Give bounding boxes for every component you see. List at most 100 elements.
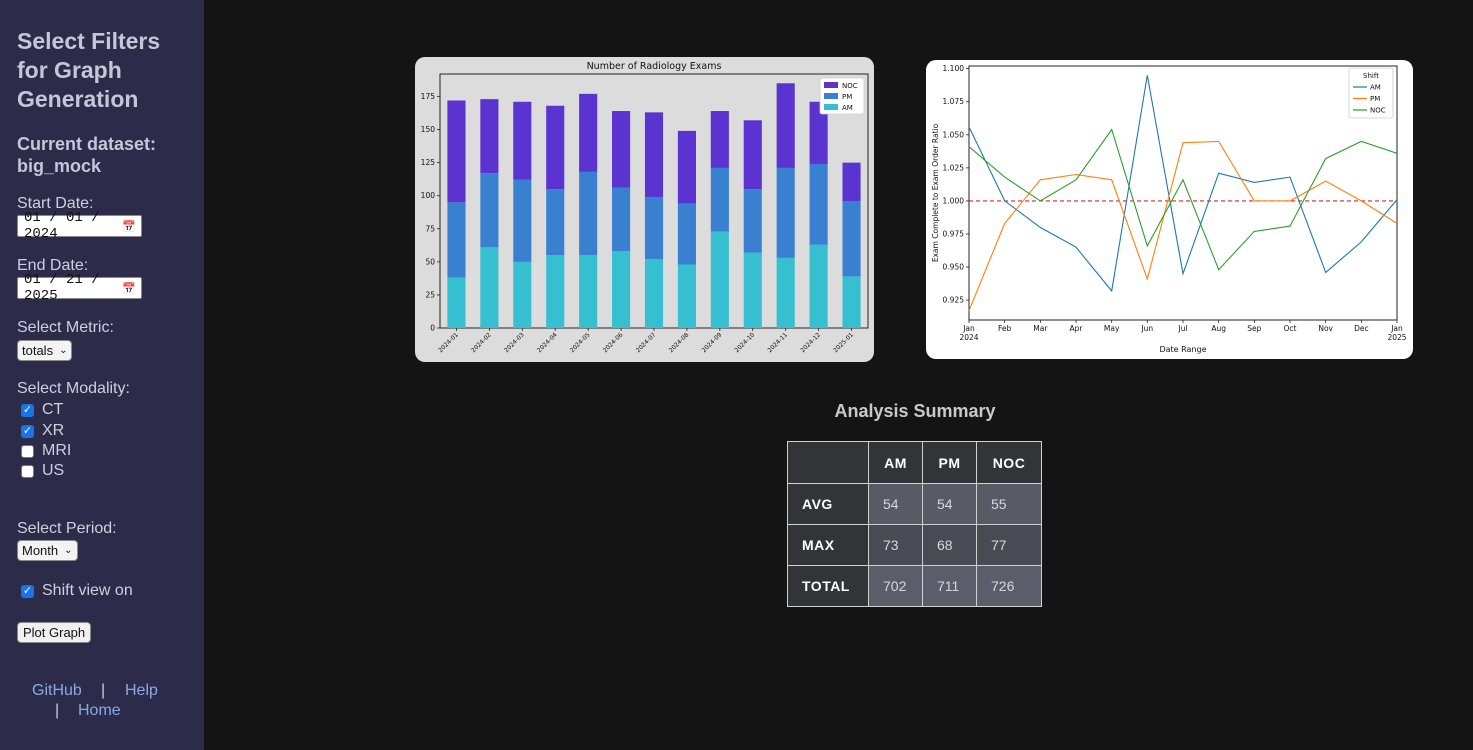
- bar-pm: [447, 202, 466, 278]
- bar-am: [612, 251, 631, 328]
- summary-corner-cell: [787, 441, 869, 484]
- y-tick-label: 100: [421, 191, 436, 200]
- bar-pm: [513, 179, 532, 262]
- period-label: Select Period:: [17, 520, 117, 537]
- table-row: TOTAL 702 711 726: [787, 565, 1042, 607]
- shift-view-checkbox[interactable]: ✓ Shift view on: [21, 582, 133, 600]
- start-date-value: 01 / 01 / 2024: [24, 210, 100, 242]
- link-separator: |: [55, 702, 60, 719]
- x-tick-sublabel: 2024: [959, 333, 978, 342]
- chart-legend: Shift AM PM NOC: [1348, 67, 1394, 119]
- chart-title: Number of Radiology Exams: [587, 61, 722, 72]
- legend-label: NOC: [842, 82, 858, 90]
- modality-label: Select Modality:: [17, 380, 130, 397]
- bar-chart-card: Number of Radiology Exams 0 25 50 75 100 125 15…: [415, 57, 874, 362]
- home-link[interactable]: Home: [78, 702, 121, 719]
- modality-ct-checkbox[interactable]: ✓ CT: [21, 401, 63, 419]
- bar-pm: [579, 171, 598, 256]
- legend-label: AM: [1370, 84, 1381, 92]
- legend-label: NOC: [1370, 107, 1386, 115]
- bar-am: [743, 252, 762, 328]
- link-separator: |: [101, 682, 106, 699]
- modality-mri-checkbox[interactable]: MRI: [21, 442, 71, 460]
- start-date-label: Start Date:: [17, 195, 94, 212]
- x-tick-label: Jul: [1177, 324, 1187, 333]
- x-tick-label: Nov: [1318, 324, 1333, 333]
- bar-am: [776, 257, 795, 328]
- table-cell: 54: [868, 483, 923, 525]
- bar-pm: [809, 163, 828, 245]
- x-axis-label: Date Range: [1159, 345, 1206, 354]
- table-cell: 55: [976, 483, 1042, 525]
- legend-title: Shift: [1363, 72, 1379, 80]
- x-tick-label: 2024-09: [701, 331, 724, 354]
- y-tick-label: 150: [421, 125, 436, 134]
- legend-label: PM: [842, 93, 852, 101]
- row-label: TOTAL: [787, 565, 869, 607]
- line-chart-card: 0.925 0.950 0.975 1.000 1.025 1.050 1.075 1.100…: [926, 60, 1413, 359]
- table-row: AVG 54 54 55: [787, 483, 1042, 525]
- bar-pm: [842, 201, 861, 277]
- bar-noc: [677, 130, 696, 204]
- metric-label: Select Metric:: [17, 319, 114, 336]
- checkbox-checked-icon[interactable]: ✓: [21, 424, 34, 438]
- calendar-icon[interactable]: 📅: [122, 281, 136, 295]
- bar-am: [447, 277, 466, 328]
- summary-col-am: AM: [868, 441, 923, 484]
- bar-noc: [546, 105, 565, 190]
- y-axis-label: Exam Complete to Exam Order Ratio: [931, 123, 940, 262]
- chart-legend: NOC PM AM: [819, 77, 865, 115]
- legend-label: AM: [842, 104, 853, 112]
- summary-col-pm: PM: [922, 441, 977, 484]
- series-line-am: [968, 75, 1398, 293]
- plot-graph-button[interactable]: Plot Graph: [17, 622, 92, 643]
- modality-us-checkbox[interactable]: US: [21, 462, 64, 480]
- modality-xr-checkbox[interactable]: ✓ XR: [21, 422, 64, 440]
- bar-am: [710, 231, 729, 328]
- legend-swatch: [824, 93, 838, 99]
- x-tick-label: 2024-10: [734, 331, 757, 354]
- x-tick-label: 2024-11: [766, 331, 789, 354]
- x-tick-label: Feb: [998, 324, 1012, 333]
- checkbox-checked-icon[interactable]: ✓: [21, 584, 34, 598]
- bar-noc: [480, 99, 499, 174]
- x-tick-label: Jun: [1140, 324, 1153, 333]
- bar-pm: [612, 187, 631, 252]
- legend-swatch: [824, 104, 838, 110]
- legend-label: PM: [1370, 95, 1380, 103]
- github-link[interactable]: GitHub: [32, 682, 82, 699]
- x-tick-label: 2024-07: [635, 331, 658, 354]
- summary-table: AM PM NOC AVG 54 54 55 MAX 73 68 77 TOTA…: [787, 441, 1042, 607]
- start-date-input[interactable]: 01 / 01 / 2024 📅: [17, 210, 142, 242]
- period-select-value: Month: [22, 543, 59, 558]
- checkbox-unchecked-icon[interactable]: [21, 464, 34, 478]
- calendar-icon[interactable]: 📅: [122, 219, 136, 233]
- bar-am: [480, 247, 499, 328]
- bar-pm: [677, 203, 696, 265]
- modality-ct-label: CT: [42, 401, 64, 418]
- end-date-input[interactable]: 01 / 21 / 2025 📅: [17, 272, 142, 304]
- y-tick-label: 1.050: [943, 130, 965, 139]
- x-tick-label: 2024-02: [470, 331, 493, 354]
- bar-pm: [776, 167, 795, 258]
- checkbox-unchecked-icon[interactable]: [21, 444, 34, 458]
- period-select[interactable]: Month ⌄: [17, 540, 78, 561]
- bar-noc: [809, 101, 828, 164]
- y-tick-label: 25: [425, 290, 435, 299]
- current-dataset-label: Current dataset: big_mock: [17, 134, 157, 176]
- bar-am: [842, 276, 861, 328]
- bar-noc: [513, 101, 532, 180]
- bar-pm: [546, 189, 565, 256]
- y-tick-label: 0.950: [943, 263, 965, 272]
- bar-noc: [644, 112, 664, 198]
- sidebar: Select Filters for Graph Generation Curr…: [0, 0, 204, 750]
- metric-select[interactable]: totals ⌄: [17, 340, 73, 361]
- help-link[interactable]: Help: [125, 682, 158, 699]
- row-label: AVG: [787, 483, 869, 525]
- bar-am: [677, 264, 696, 328]
- chevron-down-icon: ⌄: [59, 345, 68, 356]
- summary-title: Analysis Summary: [834, 401, 996, 421]
- x-tick-label: Apr: [1070, 324, 1084, 333]
- checkbox-checked-icon[interactable]: ✓: [21, 403, 34, 417]
- x-tick-label: 2024-12: [799, 331, 822, 354]
